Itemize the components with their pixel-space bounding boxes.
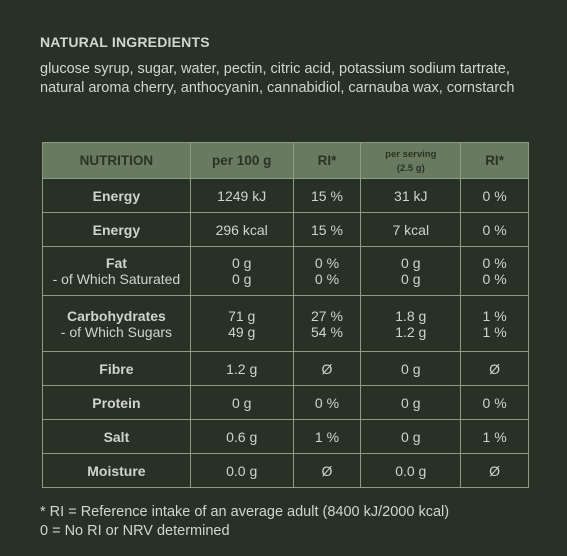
table-row-protein: Protein 0 g 0 % 0 g 0 % [42,385,529,420]
row-label: Salt [42,419,191,454]
value-sub: 54 % [311,323,343,340]
cell-ri: 15 % [292,178,362,213]
value-sub: 1.2 g [395,323,427,340]
cell-per100: 296 kcal [189,212,294,247]
value-main: 0 g [231,255,252,271]
cell-per100: 0.6 g [189,419,294,454]
cell-serving: 0 g 0 g [360,246,462,296]
cell-serving: 0 g [360,419,462,454]
header-per-100g: per 100 g [189,142,294,179]
value-main: 1 % [482,307,507,324]
cell-ri: 1 % [292,419,362,454]
cell-serving: 7 kcal [360,212,462,247]
cell-per100: 0.0 g [189,453,294,488]
row-label: Energy [42,212,191,247]
table-row-fat: Fat - of Which Saturated 0 g 0 g 0 % 0 %… [42,246,529,296]
cell-serving: 0 g [360,351,462,386]
cell-ri: 15 % [292,212,362,247]
value-main: 0 g [401,255,421,271]
ingredients-text: glucose syrup, sugar, water, pectin, cit… [40,61,515,96]
cell-per100: 1249 kJ [189,178,294,213]
value-main: 1.8 g [395,307,427,324]
cell-per100: 1.2 g [189,351,294,386]
cell-per100: 71 g 49 g [189,295,294,352]
footnote-ri: * RI = Reference intake of an average ad… [40,504,450,520]
cell-per100: 0 g [189,385,294,420]
cell-ri: Ø [292,453,362,488]
footnote: * RI = Reference intake of an average ad… [40,503,449,540]
cell-per100: 0 g 0 g [189,246,294,296]
table-row-energy-kj: Energy 1249 kJ 15 % 31 kJ 0 % [42,178,529,213]
cell-ri-serving: Ø [460,351,529,386]
value-main: 0 % [314,255,340,271]
row-label: Fibre [42,351,191,386]
table-row-carbohydrates: Carbohydrates - of Which Sugars 71 g 49 … [42,295,529,352]
header-ri: RI* [292,142,362,179]
value-main: 0 % [482,255,507,271]
value-sub: 0 g [401,271,421,287]
row-label-fat: Fat - of Which Saturated [42,246,191,296]
header-nutrition: NUTRITION [42,142,191,179]
value-sub: 0 % [482,271,507,287]
row-label: Energy [42,178,191,213]
table-row-salt: Salt 0.6 g 1 % 0 g 1 % [42,419,529,454]
row-label-carbohydrates: Carbohydrates - of Which Sugars [42,295,191,352]
value-main: 27 % [311,307,343,324]
header-serving-line1: per serving [385,149,437,160]
cell-serving: 1.8 g 1.2 g [360,295,462,352]
value-sub: 0 g [231,271,252,287]
row-label-main: Fat [105,255,127,271]
row-label-main: Carbohydrates [67,307,166,324]
nutrition-table: NUTRITION per 100 g RI* per serving (2.5… [42,142,529,488]
header-ri-serving: RI* [460,142,529,179]
cell-ri-serving: 1 % 1 % [460,295,529,352]
row-label: Protein [42,385,191,420]
cell-ri: 0 % [292,385,362,420]
table-row-fibre: Fibre 1.2 g Ø 0 g Ø [42,351,529,386]
value-sub: 49 g [228,323,256,340]
cell-ri-serving: 0 % [460,385,529,420]
cell-ri-serving: 0 % [460,212,529,247]
row-label: Moisture [42,453,191,488]
header-serving-line2: (2.5 g) [396,163,425,174]
table-row-moisture: Moisture 0.0 g Ø 0.0 g Ø [42,453,529,488]
value-main: 71 g [228,307,256,324]
cell-ri-serving: 0 % 0 % [460,246,529,296]
cell-serving: 0 g [360,385,462,420]
row-label-sub: - of Which Saturated [52,271,181,287]
cell-ri: 27 % 54 % [292,295,362,352]
cell-ri-serving: Ø [460,453,529,488]
ingredients-heading: NATURAL INGREDIENTS [40,34,210,50]
cell-ri-serving: 0 % [460,178,529,213]
cell-ri: Ø [292,351,362,386]
value-sub: 1 % [482,323,507,340]
cell-ri-serving: 1 % [460,419,529,454]
value-sub: 0 % [314,271,340,287]
footnote-no-ri: 0 = No RI or NRV determined [40,522,230,539]
table-header-row: NUTRITION per 100 g RI* per serving (2.5… [42,142,529,179]
header-per-serving: per serving (2.5 g) [360,142,462,179]
cell-ri: 0 % 0 % [292,246,362,296]
cell-serving: 0.0 g [360,453,462,488]
row-label-sub: - of Which Sugars [60,323,173,340]
table-row-energy-kcal: Energy 296 kcal 15 % 7 kcal 0 % [42,212,529,247]
cell-serving: 31 kJ [360,178,462,213]
